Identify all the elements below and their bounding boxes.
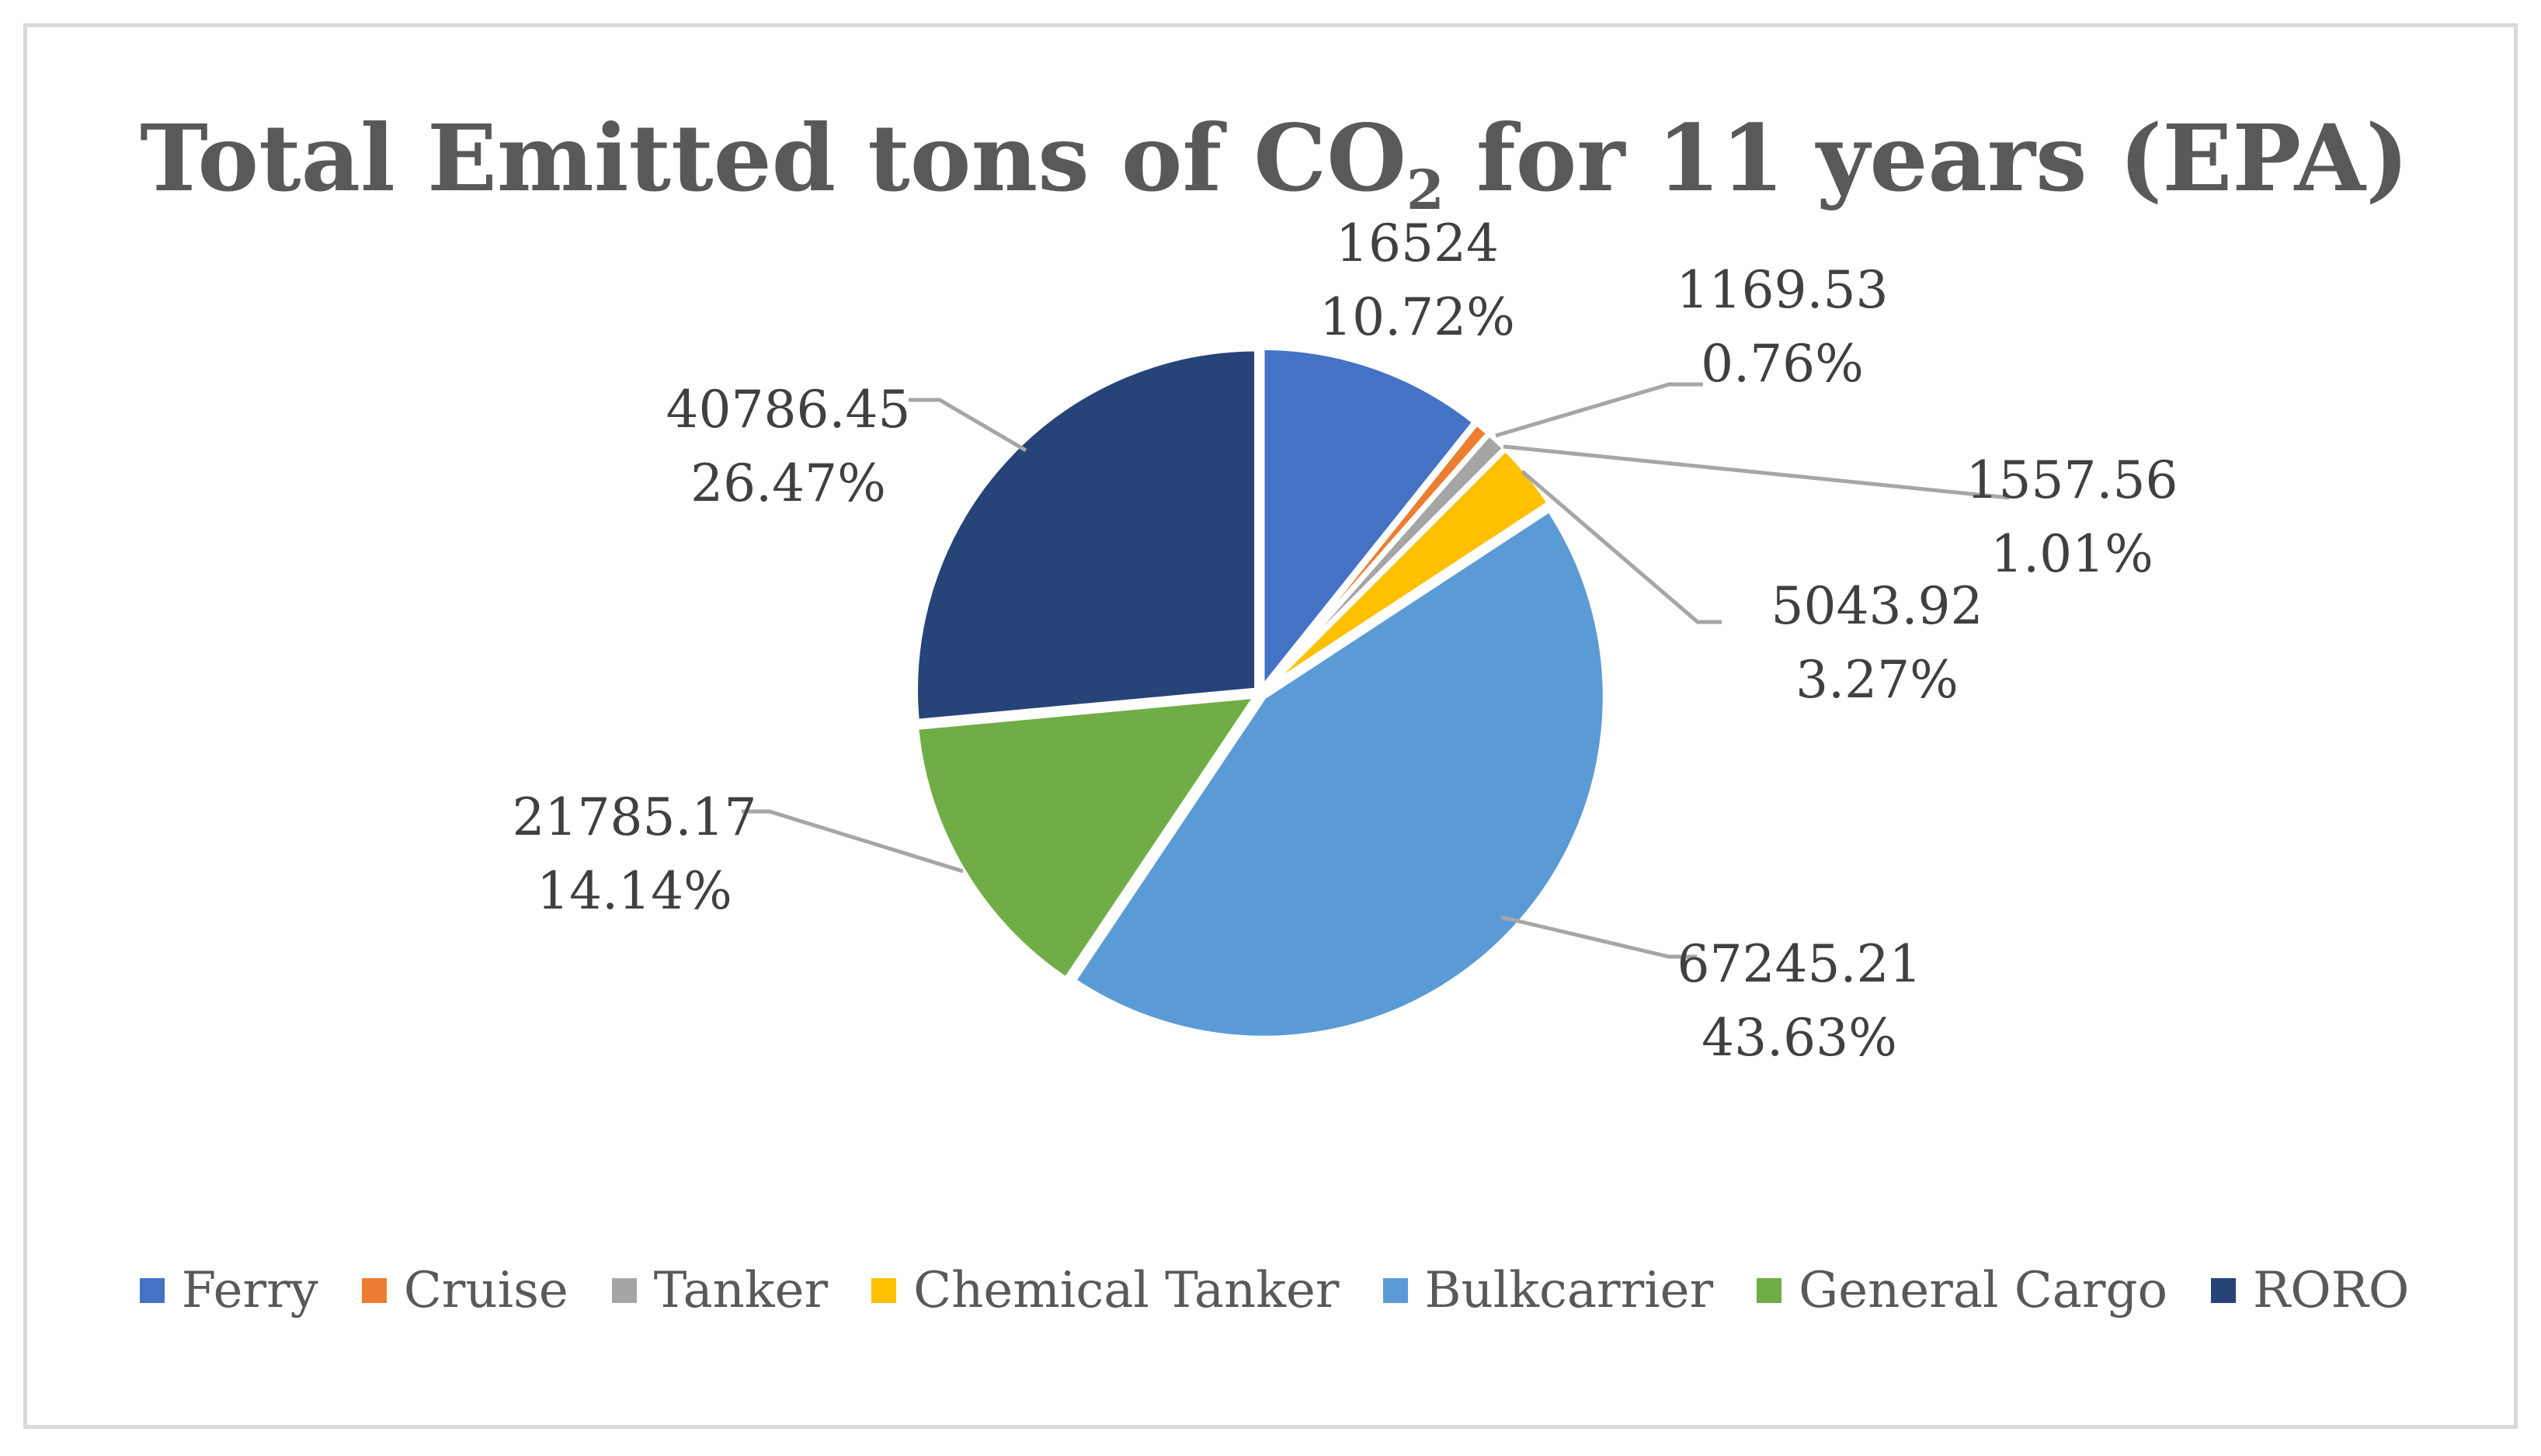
legend-swatch — [871, 1278, 897, 1303]
data-label-roro: 40786.45 26.47% — [633, 373, 944, 520]
chart-frame: Total Emitted tons of CO2 for 11 years (… — [23, 23, 2518, 1429]
data-label-percent: 43.63% — [1702, 1008, 1897, 1068]
data-label-value: 5043.92 — [1771, 576, 1983, 636]
chart-title-rest: for 11 years (EPA) — [1444, 104, 2409, 212]
pie-chart — [742, 344, 2010, 1041]
chart-title: Total Emitted tons of CO2 for 11 years (… — [27, 113, 2522, 217]
legend-item-roro: RORO — [2211, 1262, 2409, 1319]
data-label-cruise: 1169.53 0.76% — [1627, 253, 1938, 401]
legend-swatch — [361, 1278, 387, 1303]
legend-item-ferry: Ferry — [139, 1262, 318, 1319]
legend-swatch — [1757, 1278, 1782, 1303]
leader-line-general-cargo — [742, 809, 964, 874]
data-label-general-cargo: 21785.17 14.14% — [479, 780, 790, 928]
data-label-value: 40786.45 — [666, 380, 911, 440]
data-label-percent: 26.47% — [690, 453, 886, 513]
legend-item-tanker: Tanker — [611, 1262, 829, 1319]
data-label-percent: 1.01% — [1990, 524, 2153, 584]
leader-line-cruise — [1495, 382, 1703, 438]
leader-line-bulkcarrier — [1500, 915, 1697, 959]
data-label-tanker: 1557.56 1.01% — [1917, 443, 2227, 591]
legend-item-bulkcarrier: Bulkcarrier — [1382, 1262, 1714, 1319]
data-label-value: 1169.53 — [1676, 260, 1889, 320]
legend-swatch — [1382, 1278, 1408, 1303]
legend-item-chemical-tanker: Chemical Tanker — [871, 1262, 1340, 1319]
pie-slice-bulkcarrier — [1070, 506, 1608, 1041]
legend-item-cruise: Cruise — [361, 1262, 568, 1319]
data-label-value: 16524 — [1336, 214, 1499, 273]
legend-swatch — [611, 1278, 637, 1303]
data-label-percent: 14.14% — [537, 861, 732, 921]
legend: Ferry Cruise Tanker Chemical Tanker Bulkcarr… — [27, 1262, 2522, 1319]
legend-label: Cruise — [403, 1262, 568, 1319]
legend-swatch — [139, 1278, 165, 1303]
data-label-chemical-tanker: 5043.92 3.27% — [1722, 569, 2032, 717]
data-label-ferry: 16524 10.72% — [1262, 207, 1573, 354]
chart-title-subscript: 2 — [1406, 158, 1444, 222]
legend-label: Chemical Tanker — [913, 1262, 1340, 1319]
legend-label: RORO — [2253, 1262, 2410, 1319]
leader-line-tanker — [1503, 444, 2010, 500]
data-label-percent: 10.72% — [1319, 287, 1515, 347]
data-label-value: 67245.21 — [1677, 934, 1922, 994]
data-label-bulkcarrier: 67245.21 43.63% — [1644, 927, 1955, 1075]
legend-label: Bulkcarrier — [1424, 1262, 1714, 1319]
leader-line-roro — [909, 398, 1027, 453]
legend-label: Tanker — [653, 1262, 829, 1319]
pie-slice-ferry — [1259, 344, 1478, 692]
legend-label: Ferry — [181, 1262, 318, 1319]
data-label-percent: 0.76% — [1701, 334, 1864, 394]
legend-swatch — [2211, 1278, 2236, 1303]
data-label-percent: 3.27% — [1795, 650, 1959, 710]
legend-label: General Cargo — [1799, 1262, 2167, 1319]
data-label-value: 1557.56 — [1966, 450, 2178, 510]
pie-slice-roro — [912, 346, 1260, 725]
leader-line-chemical-tanker — [1521, 470, 1722, 624]
data-label-value: 21785.17 — [512, 787, 757, 847]
chart-title-main: Total Emitted tons of CO — [140, 104, 1407, 212]
legend-item-general-cargo: General Cargo — [1757, 1262, 2167, 1319]
